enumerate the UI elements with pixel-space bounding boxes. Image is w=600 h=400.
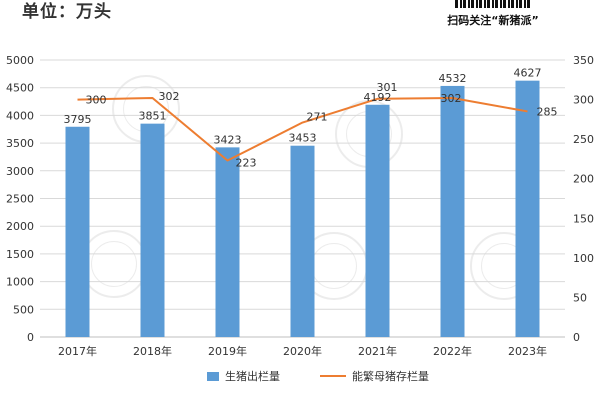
bar-value-label: 4532: [439, 72, 467, 85]
legend-line-swatch: [320, 375, 346, 377]
bar-value-label: 4627: [514, 67, 542, 80]
bar-value-label: 3423: [214, 133, 242, 146]
bar: [65, 126, 90, 337]
bar-value-label: 3453: [289, 132, 317, 145]
x-tick-label: 2023年: [508, 344, 547, 358]
line-value-label: 285: [537, 105, 558, 118]
y-left-tick-label: 2000: [6, 220, 34, 233]
bar-value-label: 3795: [64, 113, 92, 126]
bar: [140, 123, 165, 337]
x-tick-label: 2019年: [208, 344, 247, 358]
y-left-tick-label: 1500: [6, 248, 34, 261]
y-right-tick-label: 0: [573, 331, 580, 344]
y-left-tick-label: 4000: [6, 109, 34, 122]
unit-label: 单位：万头: [22, 2, 112, 22]
y-right-tick-label: 100: [573, 252, 594, 265]
y-left-tick-label: 3000: [6, 165, 34, 178]
y-right-tick-label: 200: [573, 173, 594, 186]
y-left-tick-label: 0: [27, 331, 34, 344]
line-value-label: 300: [86, 94, 107, 107]
legend-item-bar: 生猪出栏量: [207, 368, 280, 384]
bar-value-label: 4192: [364, 91, 392, 104]
x-tick-label: 2022年: [433, 344, 472, 358]
legend-line-label: 能繁母猪存栏量: [352, 370, 429, 383]
bar: [215, 147, 240, 337]
line-value-label: 223: [236, 157, 257, 170]
y-right-tick-label: 250: [573, 133, 594, 146]
bar: [515, 80, 540, 338]
y-right-tick-label: 150: [573, 212, 594, 225]
line-value-label: 302: [159, 90, 180, 103]
legend-bar-swatch: [207, 371, 219, 381]
line-value-label: 271: [307, 111, 328, 124]
x-tick-label: 2018年: [133, 344, 172, 358]
y-right-tick-label: 350: [573, 54, 594, 67]
brand-block: 扫码关注“新猪派”: [438, 0, 548, 28]
brand-logo-icon: [455, 0, 531, 8]
y-left-tick-label: 3500: [6, 137, 34, 150]
line-value-label: 301: [377, 81, 398, 94]
y-left-tick-label: 4500: [6, 82, 34, 95]
line-value-label: 302: [441, 92, 462, 105]
y-left-tick-label: 1000: [6, 276, 34, 289]
bar: [440, 85, 465, 337]
bar: [365, 104, 390, 337]
legend: 生猪出栏量 能繁母猪存栏量: [0, 368, 600, 384]
line-series: [77, 96, 528, 162]
legend-item-line: 能繁母猪存栏量: [320, 368, 429, 384]
x-tick-label: 2021年: [358, 344, 397, 358]
y-left-tick-label: 500: [13, 303, 34, 316]
x-tick-label: 2017年: [58, 344, 97, 358]
y-left-tick-label: 5000: [6, 54, 34, 67]
x-tick-label: 2020年: [283, 344, 322, 358]
bar-value-label: 3851: [139, 110, 167, 123]
y-right-tick-label: 300: [573, 94, 594, 107]
legend-bar-label: 生猪出栏量: [225, 370, 280, 383]
y-right-tick-label: 50: [573, 291, 587, 304]
bar: [290, 145, 315, 337]
brand-caption: 扫码关注“新猪派”: [447, 14, 539, 27]
y-left-tick-label: 2500: [6, 193, 34, 206]
